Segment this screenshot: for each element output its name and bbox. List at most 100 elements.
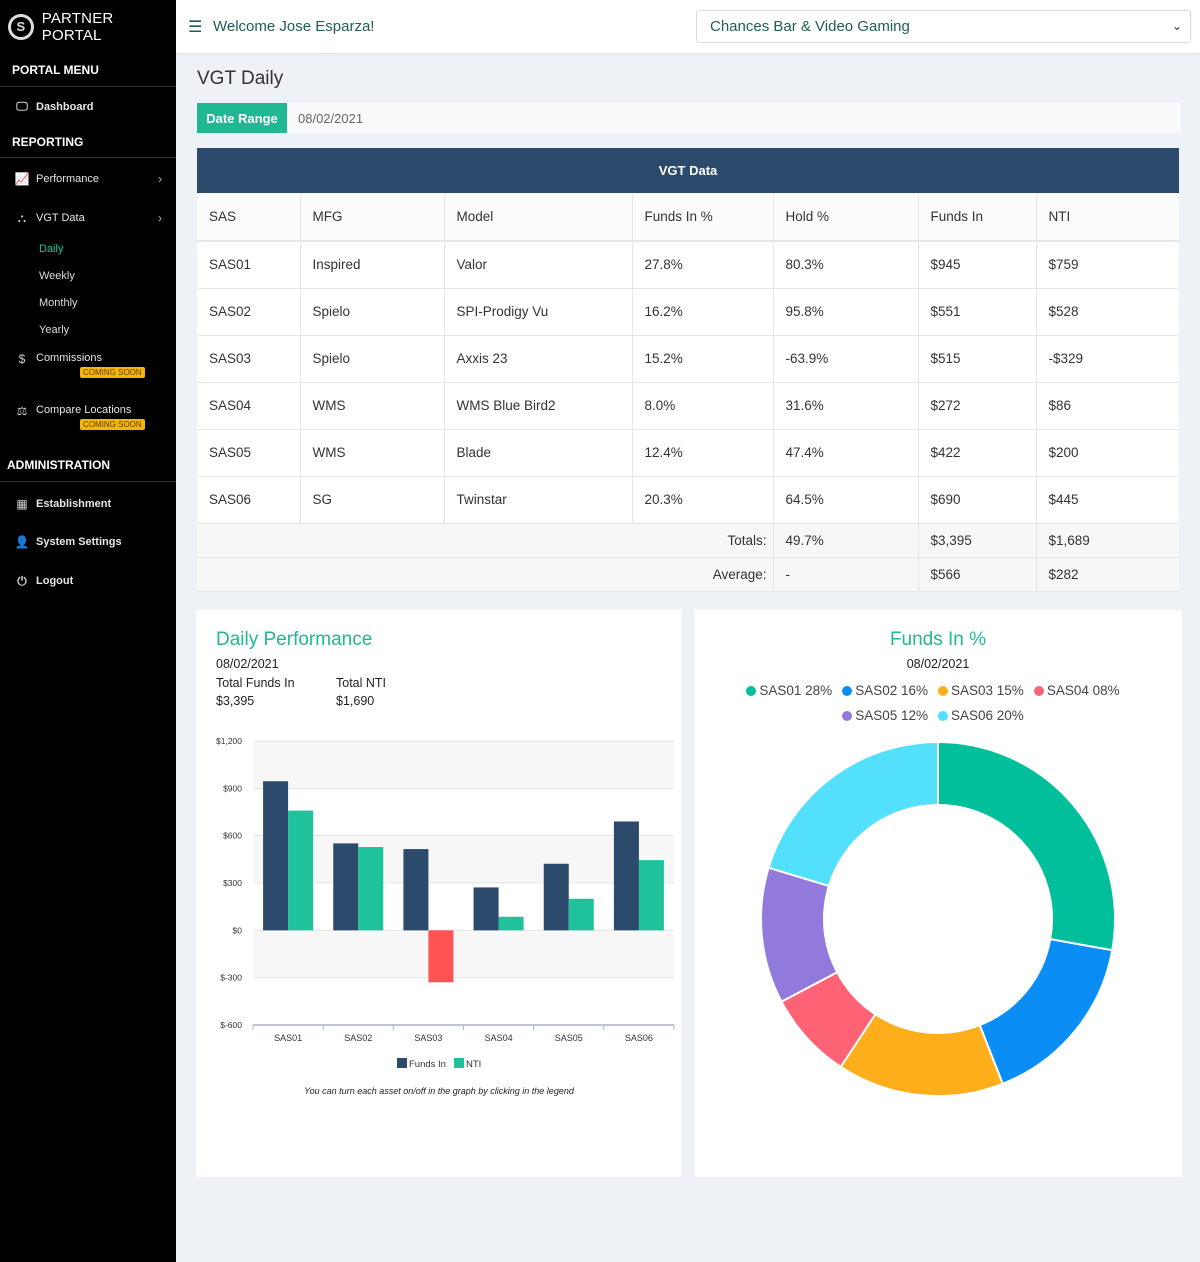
- sidebar-item-establishment[interactable]: ▦ Establishment: [0, 482, 176, 526]
- funds-in-title: Funds In %: [889, 629, 987, 650]
- column-header[interactable]: MFG: [300, 193, 445, 242]
- donut-slice[interactable]: [767, 740, 939, 888]
- average-funds-in: $566: [918, 557, 1037, 592]
- total-funds-value: $3,395: [216, 694, 255, 708]
- bar-nti[interactable]: [568, 898, 594, 931]
- table-cell: SPI-Prodigy Vu: [444, 288, 633, 336]
- table-cell: 31.6%: [773, 382, 919, 430]
- table-row: SAS02 Spielo SPI-Prodigy Vu 16.2% 95.8% $551 $…: [197, 288, 1179, 336]
- table-cell: 15.2%: [632, 335, 774, 383]
- bar-funds-in[interactable]: [333, 843, 359, 931]
- sidebar-item-commissions[interactable]: $ Commissions COMING SOON: [0, 344, 176, 396]
- line-chart-icon: 📈: [14, 172, 30, 186]
- sidebar-item-label: Compare Locations: [36, 404, 132, 416]
- bar-funds-in[interactable]: [473, 887, 499, 931]
- page-title: VGT Daily: [197, 68, 284, 89]
- total-nti-value: $1,690: [336, 694, 375, 708]
- y-tick-label: $0: [233, 925, 243, 935]
- funds-in-card: Funds In % 08/02/2021 SAS01 28% SAS02 16%…: [694, 610, 1182, 1177]
- legend-item[interactable]: SAS04 08%: [1033, 679, 1120, 703]
- date-range-bar: Date Range 08/02/2021: [197, 103, 1181, 133]
- sidebar-item-system-settings[interactable]: 👤 System Settings: [0, 526, 176, 558]
- sidebar-subitem-daily[interactable]: Daily: [39, 243, 64, 255]
- column-header[interactable]: Model: [444, 193, 633, 242]
- sidebar: S PARTNER PORTAL PORTAL MENU 🖵 Dashboard…: [0, 0, 176, 1262]
- bar-funds-in[interactable]: [543, 863, 569, 931]
- bar-funds-in[interactable]: [403, 849, 429, 931]
- bar-funds-in[interactable]: [263, 781, 289, 931]
- sidebar-subitem-monthly[interactable]: Monthly: [39, 297, 78, 309]
- legend-dot: [842, 686, 853, 696]
- bar-funds-in[interactable]: [613, 821, 639, 931]
- table-cell: $690: [918, 476, 1037, 524]
- legend-label: SAS04 08%: [1046, 683, 1120, 698]
- table-cell: $272: [918, 382, 1037, 430]
- location-select[interactable]: Chances Bar & Video Gaming ⌄: [696, 10, 1191, 43]
- total-nti-label: Total NTI: [336, 676, 387, 690]
- table-cell: $422: [918, 429, 1037, 477]
- table-cell: Valor: [444, 241, 633, 289]
- sidebar-item-performance[interactable]: 📈 Performance ›: [0, 158, 176, 200]
- table-title: VGT Data: [197, 148, 1179, 193]
- sidebar-subitem-yearly[interactable]: Yearly: [39, 324, 70, 336]
- legend-item[interactable]: SAS06 20%: [938, 704, 1024, 728]
- table-cell: $515: [918, 335, 1037, 383]
- table-cell: 12.4%: [632, 429, 774, 477]
- column-header[interactable]: Funds In %: [632, 193, 774, 242]
- column-header[interactable]: Hold %: [773, 193, 919, 242]
- table-cell: 8.0%: [632, 382, 774, 430]
- sidebar-item-label: Performance: [36, 173, 99, 185]
- date-range-button[interactable]: Date Range: [197, 103, 287, 133]
- legend-item[interactable]: SAS01 28%: [746, 679, 832, 703]
- dollar-icon: $: [18, 352, 26, 366]
- legend-dot: [842, 711, 853, 721]
- legend-item[interactable]: SAS05 12%: [842, 704, 928, 728]
- table-cell: $86: [1036, 382, 1179, 430]
- table-cell: 47.4%: [773, 429, 919, 477]
- sidebar-item-label: System Settings: [36, 536, 122, 548]
- portal-menu-title: PORTAL MENU: [0, 53, 176, 87]
- table-cell: $200: [1036, 429, 1179, 477]
- donut-slice[interactable]: [978, 937, 1114, 1086]
- legend-label: SAS06 20%: [951, 708, 1024, 723]
- coming-soon-badge: COMING SOON: [80, 419, 145, 430]
- legend-label: SAS02 16%: [855, 683, 928, 698]
- sidebar-item-vgt-data[interactable]: ⛬ VGT Data ›: [0, 200, 176, 236]
- table-cell: Twinstar: [444, 476, 633, 524]
- bar-nti[interactable]: [358, 847, 384, 931]
- sidebar-item-label: Establishment: [36, 498, 112, 510]
- legend-label[interactable]: Funds In: [409, 1059, 446, 1070]
- legend-label[interactable]: NTI: [466, 1059, 481, 1070]
- totals-funds-in: $3,395: [918, 523, 1037, 558]
- table-cell: Inspired: [300, 241, 445, 289]
- brand[interactable]: S PARTNER PORTAL: [0, 0, 176, 53]
- legend-item[interactable]: SAS02 16%: [842, 679, 928, 703]
- column-header[interactable]: Funds In: [918, 193, 1037, 242]
- bar-nti[interactable]: [498, 916, 524, 931]
- bar-nti[interactable]: [638, 860, 664, 931]
- table-cell: 64.5%: [773, 476, 919, 524]
- legend-swatch[interactable]: [454, 1058, 464, 1068]
- x-tick-label: SAS06: [625, 1033, 653, 1043]
- sidebar-item-compare-locations[interactable]: ⚖ Compare Locations COMING SOON: [0, 396, 176, 448]
- x-tick-label: SAS02: [344, 1033, 372, 1043]
- legend-label: SAS05 12%: [855, 708, 928, 723]
- sidebar-subitem-weekly[interactable]: Weekly: [39, 270, 75, 282]
- donut-slice[interactable]: [937, 740, 1116, 952]
- table-cell: WMS: [300, 382, 445, 430]
- legend-swatch[interactable]: [397, 1058, 407, 1068]
- column-header[interactable]: SAS: [197, 193, 301, 242]
- table-cell: Axxis 23: [444, 335, 633, 383]
- table-row: SAS04 WMS WMS Blue Bird2 8.0% 31.6% $272 $86: [197, 382, 1179, 430]
- bar-nti[interactable]: [428, 930, 454, 983]
- top-bar: ☰ Welcome Jose Esparza! Chances Bar & Vi…: [176, 0, 1200, 53]
- sidebar-item-dashboard[interactable]: 🖵 Dashboard: [0, 87, 176, 126]
- bar-nti[interactable]: [288, 810, 314, 931]
- hamburger-menu-icon[interactable]: ☰: [188, 19, 203, 36]
- table-header-row: SAS MFG Model Funds In % Hold % Funds In…: [197, 193, 1179, 242]
- column-header[interactable]: NTI: [1036, 193, 1179, 242]
- date-range-input[interactable]: 08/02/2021: [298, 111, 364, 126]
- chart-band: [253, 741, 674, 789]
- legend-item[interactable]: SAS03 15%: [938, 679, 1024, 703]
- sidebar-item-logout[interactable]: ⏻ Logout: [0, 558, 176, 604]
